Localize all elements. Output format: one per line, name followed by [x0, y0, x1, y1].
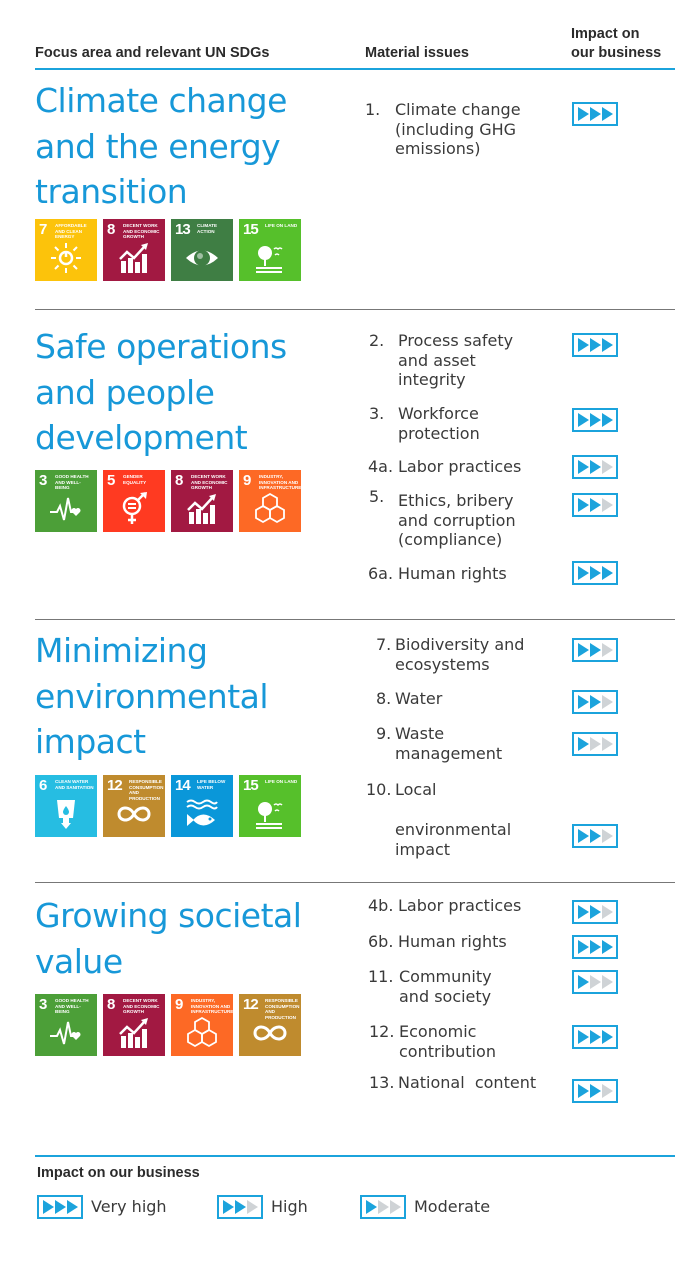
issue-item: 5. Ethics, bribery and corruption (compl…: [369, 487, 516, 549]
sdg-12-tile: 12 Responsible consumption and productio…: [239, 994, 301, 1056]
header-material-issues: Material issues: [365, 45, 469, 61]
cubes-icon: [187, 1016, 217, 1048]
header-focus-area: Focus area and relevant UN SDGs: [35, 45, 270, 61]
header-impact: Impact on our business: [571, 26, 662, 61]
rating-high: [572, 493, 618, 517]
heartbeat-icon: [50, 1021, 81, 1045]
legend-title: Impact on our business: [37, 1165, 200, 1181]
section-title: Minimizing environmental impact: [35, 631, 269, 761]
rating-high-icon: [217, 1195, 263, 1219]
section-title: Climate change and the energy transition: [35, 81, 287, 211]
gender-equality-icon: [122, 492, 147, 524]
sdg-6-tile: 6 Clean water and sanitation: [35, 775, 97, 837]
sdg-3-tile: 3 Good health and well-being: [35, 994, 97, 1056]
sdg-13-tile: 13 Climate action: [171, 219, 233, 281]
issue-item: 6b. Human rights: [368, 932, 507, 951]
sdg-3-tile: 3 Good health and well-being: [35, 470, 97, 532]
rating-very-high: [572, 333, 618, 357]
rating-very-high-icon: [37, 1195, 83, 1219]
issue-item: 4b. Labor practices: [368, 896, 522, 915]
growth-chart-icon: [187, 494, 216, 524]
sdg-12-tile: 12 Responsible consumption and productio…: [103, 775, 165, 837]
rating-high: [572, 1079, 618, 1103]
sdg-15-tile: 15 Life on land: [239, 775, 301, 837]
issue-item: 1. Climate change (including GHG emissio…: [365, 100, 521, 158]
section-divider: [35, 309, 675, 310]
sdg-icons: 3 Good health and well-being 5 Gender eq…: [35, 470, 301, 532]
section-title: Growing societal value: [35, 896, 302, 981]
cubes-icon: [255, 492, 285, 524]
rating-moderate: [572, 732, 618, 756]
section-societal-value: Growing societal value 3 Good health and…: [35, 893, 675, 1113]
sdg-icons: 6 Clean water and sanitation 12 Responsi…: [35, 775, 301, 837]
table-header: Focus area and relevant UN SDGs Material…: [35, 24, 675, 70]
issue-item: 4a. Labor practices: [368, 457, 522, 476]
sdg-15-tile: 15 Life on land: [239, 219, 301, 281]
sdg-8-tile: 8 Decent work and economic growth: [103, 219, 165, 281]
section-safe-operations: Safe operations and people development 3…: [35, 324, 675, 614]
section-climate-change: Climate change and the energy transition…: [35, 78, 675, 288]
sdg-9-tile: 9 Industry, innovation and infrastructur…: [171, 994, 233, 1056]
tree-birds-icon: [256, 802, 283, 829]
water-glass-icon: [57, 800, 75, 829]
issue-item: 7. Biodiversity and ecosystems: [376, 635, 525, 674]
rating-very-high: [572, 408, 618, 432]
heartbeat-icon: [50, 497, 81, 521]
issue-item: 2. Process safety and asset integrity: [369, 331, 514, 389]
sun-power-icon: [51, 243, 81, 273]
sdg-7-tile: 7 Affordable and clean energy: [35, 219, 97, 281]
issue-item: 13. National content: [369, 1073, 537, 1092]
growth-chart-icon: [119, 243, 148, 273]
rating-moderate: [572, 970, 618, 994]
infinity-icon: [253, 1025, 287, 1041]
rating-high: [572, 638, 618, 662]
eye-globe-icon: [186, 250, 218, 266]
rating-high: [572, 900, 618, 924]
rating-very-high: [572, 1025, 618, 1049]
issue-item: 3. Workforce protection: [369, 404, 480, 443]
sdg-8-tile: 8 Decent work and economic growth: [171, 470, 233, 532]
issue-item: 12. Economic contribution: [369, 1022, 496, 1061]
infinity-icon: [117, 806, 151, 822]
sdg-8-tile: 8 Decent work and economic growth: [103, 994, 165, 1056]
sdg-icons: 7 Affordable and clean energy 8 Decent w…: [35, 219, 301, 281]
issue-item: 9. Waste management: [376, 724, 503, 763]
sdg-9-tile: 9 Industry, innovation and infrastructur…: [239, 470, 301, 532]
sdg-5-tile: 5 Gender equality: [103, 470, 165, 532]
tree-birds-icon: [256, 246, 283, 273]
issue-item: 8. Water: [376, 689, 443, 708]
issue-item: 10. Local environmental impact: [366, 780, 512, 859]
growth-chart-icon: [119, 1018, 148, 1048]
issue-item: 6a. Human rights: [368, 564, 507, 583]
sdg-icons: 3 Good health and well-being 8 Decent wo…: [35, 994, 301, 1056]
section-title: Safe operations and people development: [35, 327, 287, 457]
legend: Impact on our business Very high High Mo…: [35, 1155, 675, 1219]
sdg-14-tile: 14 Life below water: [171, 775, 233, 837]
fish-icon: [186, 799, 218, 826]
rating-high: [572, 455, 618, 479]
section-environmental-impact: Minimizing environmental impact 6 Clean …: [35, 628, 675, 868]
section-divider: [35, 882, 675, 883]
rating-moderate-icon: [360, 1195, 406, 1219]
rating-very-high: [572, 102, 618, 126]
rating-very-high: [572, 561, 618, 585]
issue-item: 11. Community and society: [368, 967, 492, 1006]
rating-high: [572, 690, 618, 714]
section-divider: [35, 619, 675, 620]
rating-high: [572, 824, 618, 848]
rating-very-high: [572, 935, 618, 959]
